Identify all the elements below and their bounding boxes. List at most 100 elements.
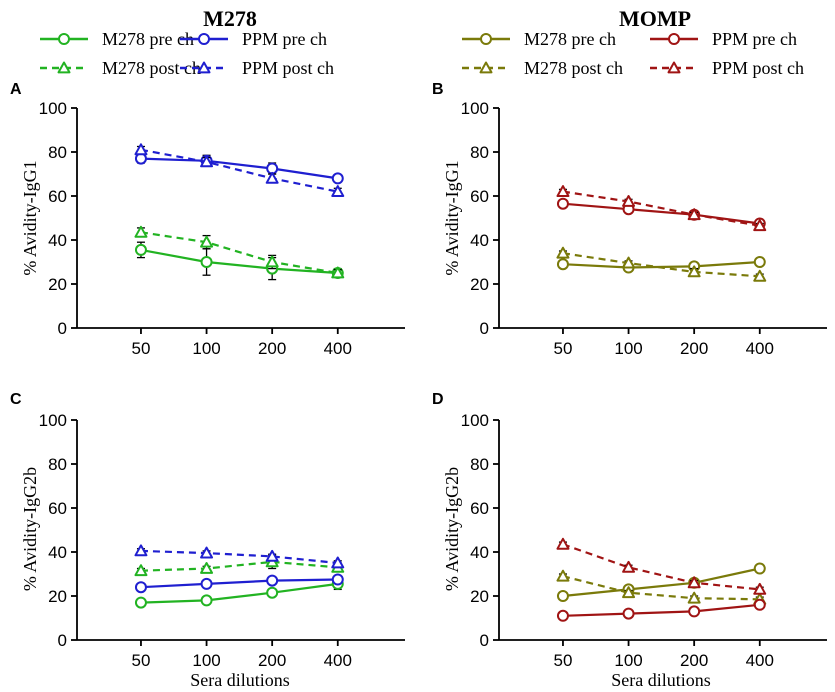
data-point-triangle bbox=[265, 549, 279, 562]
x-axis-title-d: Sera dilutions bbox=[611, 670, 711, 690]
data-point-triangle bbox=[331, 185, 345, 197]
data-point-triangle bbox=[265, 171, 279, 184]
legend-label: M278 post ch bbox=[102, 58, 201, 78]
x-tick-label: 200 bbox=[258, 651, 286, 670]
data-point-circle bbox=[134, 581, 147, 594]
x-tick-label: 400 bbox=[746, 651, 774, 670]
panel-a: 0 20 40 60 80 100 50 100 200 400 bbox=[39, 99, 405, 358]
panel-label-c: C bbox=[10, 391, 22, 408]
x-tick-label: 200 bbox=[258, 339, 286, 358]
legend-label: M278 post ch bbox=[524, 58, 623, 78]
y-tick-label: 40 bbox=[48, 231, 67, 250]
data-point-circle bbox=[556, 197, 569, 210]
series-line bbox=[562, 567, 760, 598]
series-line bbox=[562, 543, 760, 591]
legend-label: PPM pre ch bbox=[242, 29, 327, 49]
legend-item-ppm-pre-ch: PPM pre ch bbox=[180, 29, 327, 49]
series-line bbox=[562, 252, 760, 278]
data-point-circle bbox=[556, 590, 569, 602]
y-tick-label: 40 bbox=[48, 543, 67, 562]
data-point-triangle bbox=[331, 266, 345, 279]
data-point-triangle bbox=[200, 155, 214, 168]
panel-label-b: B bbox=[432, 81, 444, 98]
data-point-circle bbox=[200, 577, 213, 590]
series-ppm-pre-ch bbox=[134, 573, 344, 594]
legend-m278: M278 pre ch PPM pre ch M278 post ch PPM pos… bbox=[40, 29, 334, 78]
legend-item-m278-post-ch: M278 post ch bbox=[462, 58, 623, 78]
data-point-triangle bbox=[687, 208, 701, 221]
legend-label: PPM pre ch bbox=[712, 29, 797, 49]
data-point-circle bbox=[200, 594, 213, 607]
y-tick-label: 0 bbox=[480, 631, 489, 650]
panel-b: 0 20 40 60 80 100 50 100 200 400 bbox=[461, 99, 827, 358]
series-ppm-pre-ch bbox=[556, 598, 766, 622]
y-tick-label: 20 bbox=[470, 275, 489, 294]
legend-item-m278-pre-ch: M278 pre ch bbox=[40, 29, 194, 49]
legend-item-m278-post-ch: M278 post ch bbox=[40, 58, 201, 78]
data-point-circle bbox=[266, 574, 279, 587]
series-m278-pre-ch bbox=[556, 562, 766, 602]
series-m278-post-ch bbox=[134, 225, 345, 279]
legend-label: M278 pre ch bbox=[524, 29, 616, 49]
series-m278-post-ch bbox=[556, 246, 767, 282]
y-tick-label: 20 bbox=[48, 275, 67, 294]
data-point-triangle bbox=[622, 560, 636, 573]
y-axis-title-c: % Avidity-IgG2b bbox=[20, 467, 40, 591]
series-ppm-post-ch bbox=[134, 544, 345, 569]
series-line bbox=[562, 603, 760, 617]
legend-label: M278 pre ch bbox=[102, 29, 194, 49]
series-line bbox=[140, 248, 338, 275]
data-point-circle bbox=[753, 562, 766, 575]
series-ppm-post-ch bbox=[134, 143, 345, 197]
series-line bbox=[140, 582, 338, 604]
data-point-circle bbox=[556, 258, 569, 271]
legend-label: PPM post ch bbox=[242, 58, 334, 78]
legend-item-ppm-post-ch: PPM post ch bbox=[180, 58, 334, 78]
x-tick-label: 100 bbox=[614, 651, 642, 670]
y-tick-label: 60 bbox=[48, 499, 67, 518]
y-tick-label: 40 bbox=[470, 231, 489, 250]
data-point-triangle bbox=[753, 582, 767, 595]
series-line bbox=[140, 560, 338, 572]
series-ppm-pre-ch bbox=[134, 152, 344, 185]
x-tick-label: 200 bbox=[680, 651, 708, 670]
legend-momp: M278 pre ch PPM pre ch M278 post ch PPM pos… bbox=[462, 29, 804, 78]
y-tick-label: 80 bbox=[48, 143, 67, 162]
panel-label-a: A bbox=[10, 81, 22, 98]
y-tick-label: 100 bbox=[461, 411, 489, 430]
series-line bbox=[562, 202, 760, 225]
x-tick-label: 100 bbox=[192, 339, 220, 358]
data-point-triangle bbox=[556, 537, 570, 550]
data-point-circle bbox=[134, 596, 147, 609]
data-point-triangle bbox=[331, 556, 345, 569]
data-point-circle bbox=[556, 609, 569, 622]
data-point-triangle bbox=[753, 269, 767, 282]
data-point-circle bbox=[200, 256, 213, 268]
y-tick-label: 100 bbox=[39, 411, 67, 430]
legend-circle-marker bbox=[668, 33, 680, 45]
group-title-momp: MOMP bbox=[619, 6, 691, 31]
series-m278-pre-ch bbox=[556, 256, 766, 274]
series-ppm-post-ch bbox=[556, 185, 767, 232]
series-m278-pre-ch bbox=[134, 241, 344, 281]
panel-c: 0 20 40 60 80 100 50 100 200 400 bbox=[39, 411, 405, 670]
data-point-triangle bbox=[200, 235, 214, 248]
y-tick-label: 20 bbox=[470, 587, 489, 606]
x-tick-label: 50 bbox=[131, 651, 150, 670]
data-point-circle bbox=[622, 607, 635, 620]
y-tick-label: 0 bbox=[58, 631, 67, 650]
x-tick-label: 200 bbox=[680, 339, 708, 358]
data-point-triangle bbox=[265, 255, 279, 268]
legend-triangle-marker bbox=[479, 61, 493, 74]
series-ppm-post-ch bbox=[556, 537, 767, 595]
x-tick-label: 100 bbox=[614, 339, 642, 358]
legend-triangle-marker bbox=[197, 61, 211, 74]
y-tick-label: 60 bbox=[470, 499, 489, 518]
legend-item-m278-pre-ch: M278 pre ch bbox=[462, 29, 616, 49]
legend-triangle-marker bbox=[57, 61, 71, 74]
data-point-triangle bbox=[687, 591, 701, 604]
y-tick-label: 20 bbox=[48, 587, 67, 606]
y-tick-label: 0 bbox=[58, 319, 67, 338]
x-tick-label: 400 bbox=[324, 651, 352, 670]
group-title-m278: M278 bbox=[203, 6, 257, 31]
